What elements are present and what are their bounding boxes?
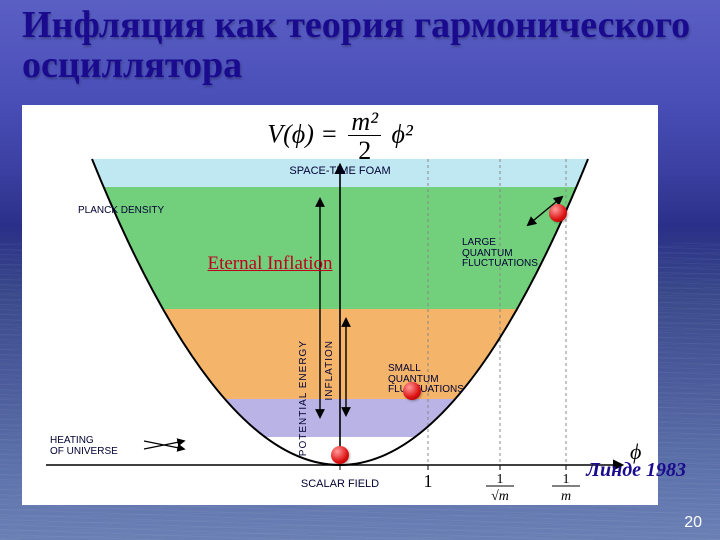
eq-lhs: V(ϕ) = <box>267 119 338 148</box>
svg-text:1: 1 <box>424 471 433 491</box>
attribution-text: Линде 1983 <box>586 459 686 481</box>
chart-label: POTENTIAL ENERGY <box>299 340 313 456</box>
svg-text:1: 1 <box>497 472 504 487</box>
chart-label: SPACE-TIME FOAM <box>270 166 410 178</box>
figure-panel: V(ϕ) = m² 2 ϕ² ϕSCALAR FIELD11√m1m SPACE… <box>22 105 658 505</box>
chart-label: HEATINGOF UNIVERSE <box>50 436 146 457</box>
slide-title-text: Инфляция как теория гармонического осцил… <box>22 4 690 86</box>
svg-text:1: 1 <box>563 472 570 487</box>
slide-title: Инфляция как теория гармонического осцил… <box>22 6 698 86</box>
chart-label: PLANCK DENSITY <box>78 206 198 217</box>
field-ball <box>403 382 421 400</box>
field-ball <box>331 446 349 464</box>
eq-frac: m² 2 <box>348 109 381 164</box>
chart-label: Eternal Inflation <box>175 254 365 274</box>
svg-text:SCALAR FIELD: SCALAR FIELD <box>301 478 379 490</box>
eq-frac-num: m² <box>348 109 381 136</box>
svg-text:m: m <box>561 489 571 504</box>
field-ball <box>549 204 567 222</box>
chart-label: INFLATION <box>325 340 339 400</box>
chart-label: LARGEQUANTUMFLUCTUATIONS <box>462 238 562 270</box>
attribution: Линде 1983 <box>586 459 686 482</box>
eq-rhs: ϕ² <box>392 119 413 148</box>
plot-area: ϕSCALAR FIELD11√m1m SPACE-TIME FOAMPLANC… <box>56 159 624 497</box>
svg-text:√m: √m <box>491 489 509 504</box>
page-number: 20 <box>684 514 702 532</box>
equation: V(ϕ) = m² 2 ϕ² <box>22 109 658 164</box>
